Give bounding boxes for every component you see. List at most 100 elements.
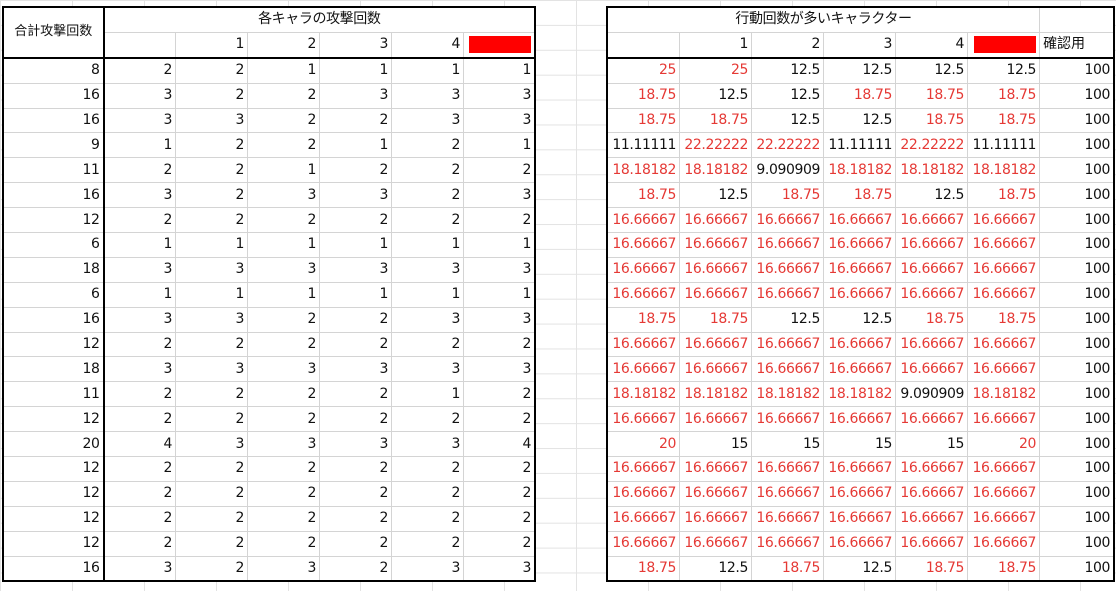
attack-count-cell[interactable]: 2 (103, 57, 176, 84)
attack-count-cell[interactable]: 3 (175, 107, 248, 134)
action-ratio-cell[interactable]: 16.66667 (679, 207, 752, 234)
action-ratio-cell[interactable]: 18.18182 (679, 381, 752, 408)
attack-count-cell[interactable]: 3 (391, 431, 464, 458)
attack-count-cell[interactable]: 2 (247, 207, 320, 234)
action-ratio-cell[interactable]: 16.66667 (895, 281, 968, 308)
attack-count-cell[interactable]: 2 (175, 157, 248, 184)
attack-count-cell[interactable]: 1 (103, 132, 176, 159)
attack-count-cell[interactable]: 3 (391, 107, 464, 134)
action-ratio-cell[interactable]: 16.66667 (679, 505, 752, 532)
attack-count-cell[interactable]: 2 (391, 505, 464, 532)
attack-count-cell[interactable]: 2 (103, 406, 176, 433)
attack-count-cell[interactable]: 2 (391, 406, 464, 433)
attack-count-cell[interactable]: 2 (175, 182, 248, 209)
total-attacks-cell[interactable]: 12 (3, 456, 105, 482)
action-ratio-cell[interactable]: 16.66667 (679, 232, 752, 258)
action-ratio-cell[interactable]: 16.66667 (966, 456, 1041, 482)
attack-count-cell[interactable]: 3 (462, 356, 536, 383)
action-ratio-cell[interactable]: 16.66667 (823, 530, 896, 557)
attack-count-cell[interactable]: 3 (247, 555, 320, 582)
attack-count-cell[interactable]: 2 (462, 480, 536, 507)
left-col-header-3[interactable]: 3 (319, 31, 392, 59)
action-ratio-cell[interactable]: 16.66667 (607, 356, 680, 383)
attack-count-cell[interactable]: 2 (103, 456, 176, 482)
action-ratio-cell[interactable]: 16.66667 (607, 256, 680, 283)
attack-count-cell[interactable]: 2 (391, 182, 464, 209)
action-ratio-cell[interactable]: 18.75 (607, 306, 680, 333)
total-attacks-cell[interactable]: 16 (3, 555, 105, 582)
action-ratio-cell[interactable]: 11.11111 (823, 132, 896, 159)
attack-count-cell[interactable]: 1 (247, 281, 320, 308)
action-ratio-cell[interactable]: 16.66667 (895, 505, 968, 532)
check-total-cell[interactable]: 100 (1039, 157, 1115, 184)
attack-count-cell[interactable]: 3 (103, 356, 176, 383)
left-col-header-4[interactable]: 4 (391, 31, 464, 59)
attack-count-cell[interactable]: 2 (319, 480, 392, 507)
attack-count-cell[interactable]: 2 (247, 132, 320, 159)
action-ratio-cell[interactable]: 16.66667 (895, 256, 968, 283)
action-ratio-cell[interactable]: 16.66667 (823, 207, 896, 234)
attack-count-cell[interactable]: 2 (175, 381, 248, 408)
check-total-cell[interactable]: 100 (1039, 132, 1115, 159)
total-attacks-cell[interactable]: 12 (3, 331, 105, 358)
attack-count-cell[interactable]: 2 (175, 207, 248, 234)
action-ratio-cell[interactable]: 16.66667 (679, 256, 752, 283)
action-ratio-cell[interactable]: 16.66667 (895, 456, 968, 482)
action-ratio-cell[interactable]: 16.66667 (966, 530, 1041, 557)
attack-count-cell[interactable]: 2 (462, 207, 536, 234)
total-attacks-cell[interactable]: 12 (3, 406, 105, 433)
right-col-header-4[interactable]: 4 (895, 31, 968, 59)
attack-count-cell[interactable]: 3 (247, 431, 320, 458)
action-ratio-cell[interactable]: 22.22222 (895, 132, 968, 159)
attack-count-cell[interactable]: 2 (175, 82, 248, 109)
check-total-cell[interactable]: 100 (1039, 107, 1115, 134)
attack-count-cell[interactable]: 2 (175, 530, 248, 557)
action-ratio-cell[interactable]: 16.66667 (823, 505, 896, 532)
action-ratio-cell[interactable]: 12.5 (823, 57, 896, 84)
attack-count-cell[interactable]: 2 (319, 107, 392, 134)
action-ratio-cell[interactable]: 16.66667 (607, 232, 680, 258)
attack-count-cell[interactable]: 3 (391, 356, 464, 383)
action-ratio-cell[interactable]: 16.66667 (966, 256, 1041, 283)
action-ratio-cell[interactable]: 16.66667 (751, 505, 824, 532)
attack-count-cell[interactable]: 2 (247, 505, 320, 532)
action-ratio-cell[interactable]: 16.66667 (895, 207, 968, 234)
attack-count-cell[interactable]: 3 (462, 306, 536, 333)
action-ratio-cell[interactable]: 18.18182 (751, 381, 824, 408)
action-ratio-cell[interactable]: 16.66667 (966, 480, 1041, 507)
check-total-cell[interactable]: 100 (1039, 82, 1115, 109)
action-ratio-cell[interactable]: 12.5 (823, 107, 896, 134)
action-ratio-cell[interactable]: 16.66667 (823, 331, 896, 358)
action-ratio-cell[interactable]: 16.66667 (895, 530, 968, 557)
action-ratio-title[interactable]: 行動回数が多いキャラクター (606, 7, 1041, 33)
action-ratio-cell[interactable]: 16.66667 (679, 456, 752, 482)
attack-count-cell[interactable]: 3 (247, 182, 320, 209)
attack-count-cell[interactable]: 1 (391, 232, 464, 258)
action-ratio-cell[interactable]: 18.18182 (823, 157, 896, 184)
total-attacks-cell[interactable]: 16 (3, 107, 105, 134)
attack-count-cell[interactable]: 1 (462, 232, 536, 258)
action-ratio-cell[interactable]: 15 (823, 431, 896, 458)
action-ratio-cell[interactable]: 12.5 (751, 306, 824, 333)
check-total-cell[interactable]: 100 (1039, 406, 1115, 433)
attack-count-cell[interactable]: 3 (103, 182, 176, 209)
action-ratio-cell[interactable]: 18.18182 (607, 157, 680, 184)
attack-count-cell[interactable]: 3 (462, 182, 536, 209)
left-col-header-0[interactable] (103, 31, 176, 59)
action-ratio-cell[interactable]: 16.66667 (895, 232, 968, 258)
attack-count-cell[interactable]: 3 (103, 256, 176, 283)
action-ratio-cell[interactable]: 16.66667 (607, 207, 680, 234)
attack-count-cell[interactable]: 1 (319, 132, 392, 159)
action-ratio-cell[interactable]: 12.5 (679, 555, 752, 582)
right-col-header-1[interactable]: 1 (679, 31, 752, 59)
right-header-blank[interactable] (1039, 7, 1115, 33)
action-ratio-cell[interactable]: 16.66667 (966, 406, 1041, 433)
action-ratio-cell[interactable]: 16.66667 (895, 331, 968, 358)
check-total-cell[interactable]: 100 (1039, 256, 1115, 283)
action-ratio-cell[interactable]: 18.18182 (607, 381, 680, 408)
attack-count-cell[interactable]: 2 (462, 505, 536, 532)
action-ratio-cell[interactable]: 12.5 (895, 57, 968, 84)
attack-count-cell[interactable]: 1 (462, 132, 536, 159)
check-total-cell[interactable]: 100 (1039, 555, 1115, 582)
attack-count-cell[interactable]: 3 (391, 82, 464, 109)
